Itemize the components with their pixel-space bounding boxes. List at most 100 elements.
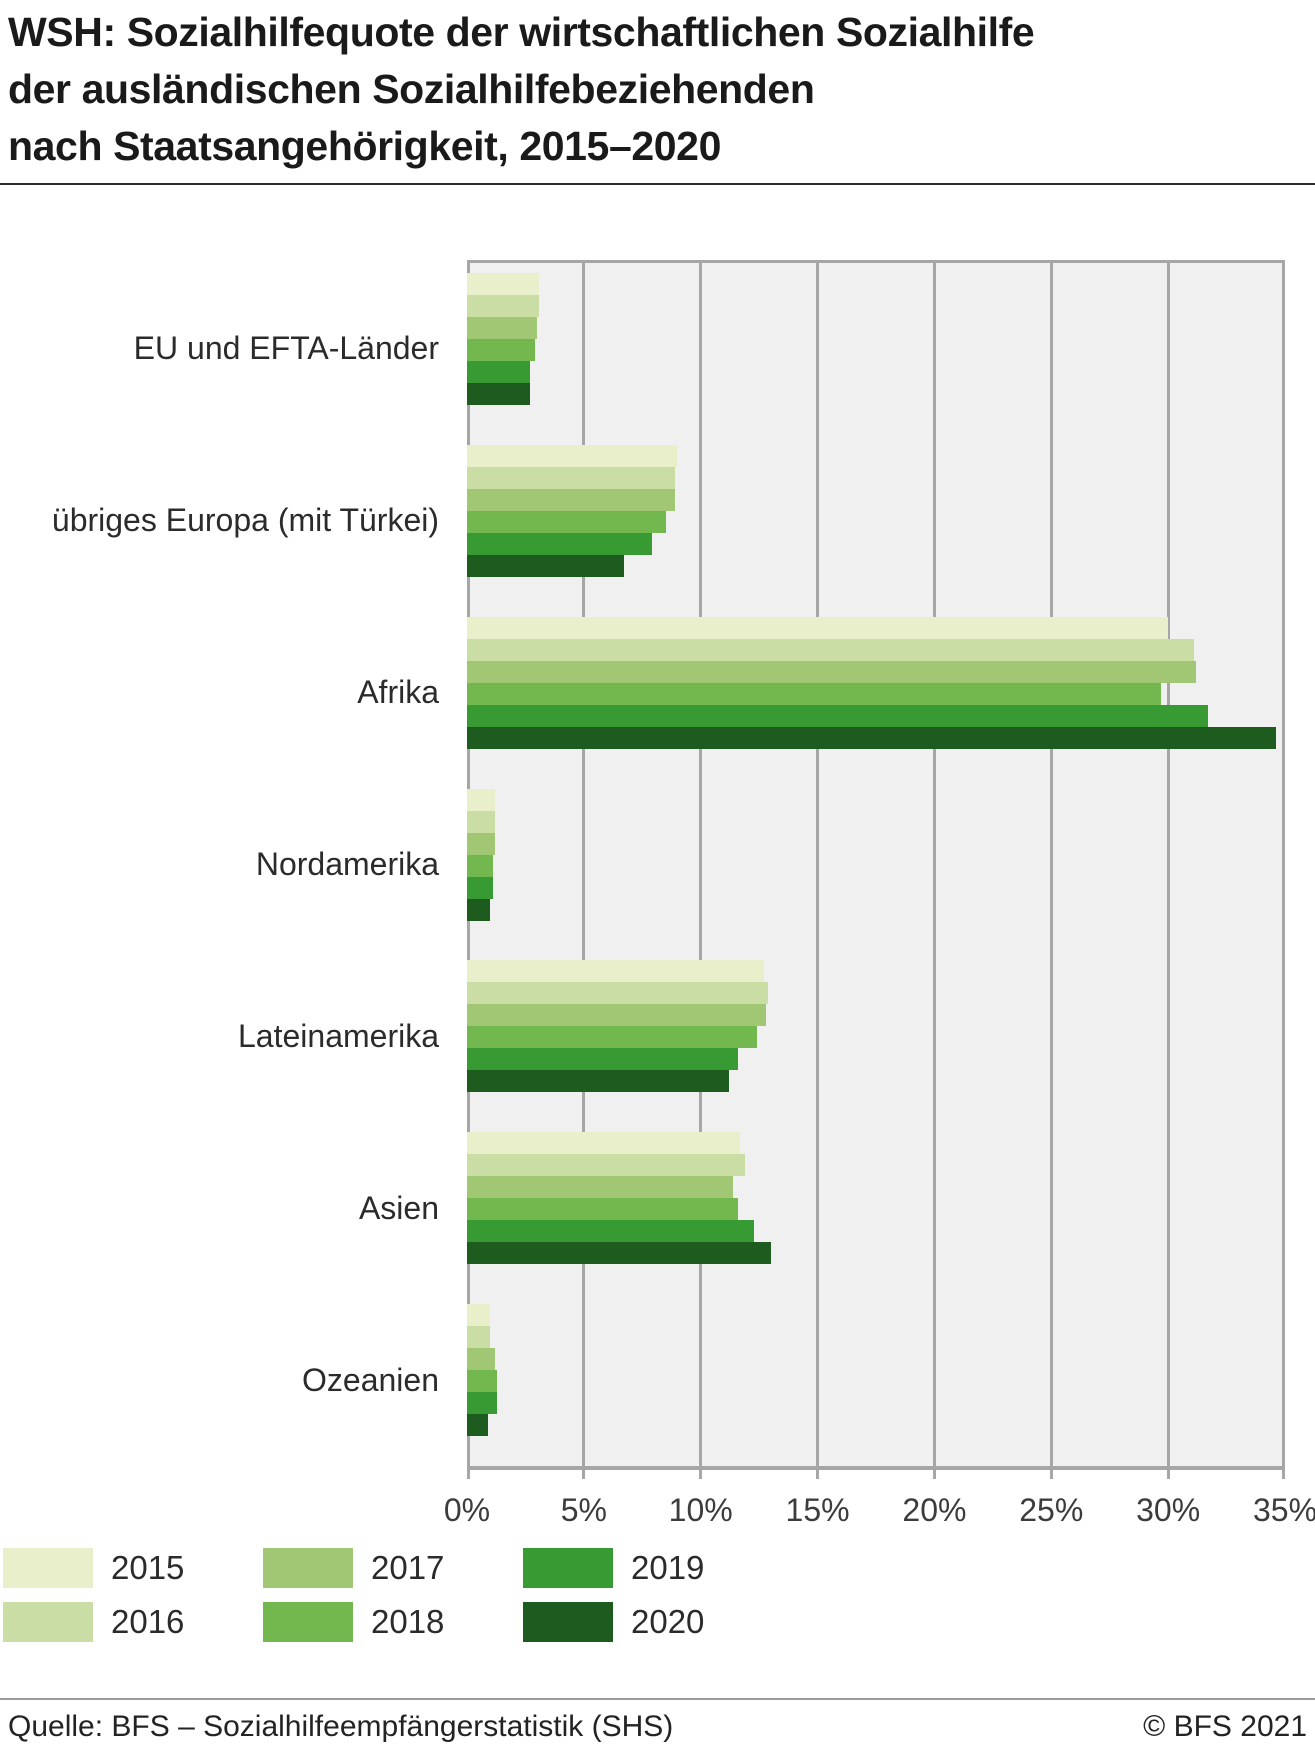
category-label-eu-und-efta-laender: EU und EFTA-Länder (133, 330, 439, 367)
bar-nordamerika-2019 (467, 876, 493, 899)
bar-uebriges-europa-mit-tuerkei-2020 (467, 554, 624, 577)
category-label-ozeanien: Ozeanien (302, 1361, 439, 1398)
legend-item-2020: 2020 (523, 1602, 783, 1642)
legend-label-2020: 2020 (631, 1603, 705, 1640)
category-label-uebriges-europa-mit-tuerkei: übriges Europa (mit Türkei) (51, 502, 439, 539)
bar-asien-2018 (467, 1198, 739, 1221)
x-tick-label-20: 20% (902, 1492, 967, 1528)
source-text: Quelle: BFS – Sozialhilfeempfängerstatis… (8, 1710, 674, 1743)
bar-group-asien (467, 1132, 1285, 1265)
legend-item-2017: 2017 (263, 1548, 523, 1588)
bar-asien-2017 (467, 1176, 734, 1199)
plot-area (467, 260, 1285, 1466)
bar-lateinamerika-2020 (467, 1070, 729, 1093)
bar-ozeanien-2018 (467, 1370, 498, 1393)
bar-nordamerika-2020 (467, 898, 491, 921)
x-tick-mark-35 (1282, 1470, 1285, 1479)
gridline-35 (1282, 263, 1285, 1466)
bar-group-eu-und-efta-laender (467, 273, 1285, 405)
x-tick-label-10: 10% (668, 1492, 733, 1528)
bar-uebriges-europa-mit-tuerkei-2017 (467, 488, 675, 511)
x-tick-mark-25 (1049, 1470, 1053, 1479)
bar-asien-2015 (467, 1132, 741, 1155)
legend: 2015 2016 2017 2018 2019 2020 (3, 1548, 783, 1642)
bar-eu-und-efta-laender-2015 (467, 273, 540, 295)
bar-group-ozeanien (467, 1304, 1285, 1437)
legend-item-2016: 2016 (3, 1602, 263, 1642)
gridline-5 (582, 263, 586, 1466)
title-divider (0, 183, 1315, 185)
gridline-30 (1166, 263, 1170, 1466)
x-axis-tick-labels: 0% 5% 10% 15% 20% 25% 30% 35% (444, 1492, 1315, 1534)
legend-label-2019: 2019 (631, 1549, 705, 1586)
footer: Quelle: BFS – Sozialhilfeempfängerstatis… (8, 1710, 1307, 1744)
gridline-20 (932, 263, 936, 1466)
x-tick-mark-10 (699, 1470, 703, 1479)
bar-nordamerika-2018 (467, 854, 493, 877)
legend-item-2019: 2019 (523, 1548, 783, 1588)
bar-ozeanien-2015 (467, 1304, 491, 1327)
bar-nordamerika-2016 (467, 810, 496, 833)
bar-eu-und-efta-laender-2016 (467, 295, 540, 317)
bar-uebriges-europa-mit-tuerkei-2016 (467, 466, 675, 489)
x-tick-mark-30 (1166, 1470, 1170, 1479)
x-tick-label-0: 0% (443, 1492, 491, 1528)
x-tick-label-25: 25% (1019, 1492, 1084, 1528)
legend-label-2018: 2018 (371, 1603, 445, 1640)
legend-swatch-2016 (3, 1602, 93, 1642)
bar-ozeanien-2020 (467, 1414, 489, 1437)
bar-asien-2016 (467, 1154, 746, 1177)
bar-afrika-2018 (467, 682, 1162, 705)
bar-eu-und-efta-laender-2019 (467, 361, 531, 383)
bar-afrika-2019 (467, 704, 1208, 727)
gridline-15 (816, 263, 820, 1466)
legend-label-2017: 2017 (371, 1549, 445, 1586)
bar-lateinamerika-2019 (467, 1048, 739, 1071)
legend-swatch-2017 (263, 1548, 353, 1588)
gridline-10 (699, 263, 703, 1466)
legend-swatch-2020 (523, 1602, 613, 1642)
gridline-25 (1049, 263, 1053, 1466)
legend-label-2016: 2016 (111, 1603, 185, 1640)
category-label-lateinamerika: Lateinamerika (238, 1017, 439, 1054)
bar-group-nordamerika (467, 788, 1285, 921)
bar-lateinamerika-2018 (467, 1026, 757, 1049)
x-axis-line (467, 1466, 1285, 1470)
legend-swatch-2018 (263, 1602, 353, 1642)
legend-item-2018: 2018 (263, 1602, 523, 1642)
bar-group-afrika (467, 616, 1285, 749)
copyright-text: © BFS 2021 (1143, 1710, 1307, 1743)
bar-eu-und-efta-laender-2018 (467, 339, 535, 361)
x-tick-mark-5 (582, 1470, 586, 1479)
bar-group-uebriges-europa-mit-tuerkei (467, 444, 1285, 577)
category-axis-labels: EU und EFTA-Länder übriges Europa (mit Tü… (0, 263, 452, 1466)
category-label-afrika: Afrika (357, 674, 439, 711)
x-axis-tick-marks (467, 1470, 1285, 1480)
bar-uebriges-europa-mit-tuerkei-2019 (467, 532, 652, 555)
chart-title-line-3: nach Staatsangehörigkeit, 2015–2020 (8, 123, 721, 169)
bar-afrika-2015 (467, 616, 1169, 639)
bar-group-lateinamerika (467, 960, 1285, 1093)
chart-header: WSH: Sozialhilfequote der wirtschaftlich… (8, 4, 1035, 175)
legend-item-2015: 2015 (3, 1548, 263, 1588)
chart-title-line-1: WSH: Sozialhilfequote der wirtschaftlich… (8, 9, 1035, 55)
category-label-nordamerika: Nordamerika (255, 845, 439, 882)
bar-ozeanien-2019 (467, 1392, 498, 1415)
legend-label-2015: 2015 (111, 1549, 185, 1586)
x-tick-label-15: 15% (785, 1492, 850, 1528)
bar-eu-und-efta-laender-2017 (467, 317, 538, 339)
x-tick-label-30: 30% (1136, 1492, 1201, 1528)
footer-divider (0, 1698, 1315, 1700)
bar-afrika-2017 (467, 660, 1197, 683)
legend-swatch-2019 (523, 1548, 613, 1588)
chart-title-line-2: der ausländischen Sozialhilfebeziehenden (8, 66, 815, 112)
legend-swatch-2015 (3, 1548, 93, 1588)
bar-uebriges-europa-mit-tuerkei-2015 (467, 444, 678, 467)
bar-ozeanien-2016 (467, 1326, 491, 1349)
bar-afrika-2020 (467, 726, 1276, 749)
category-label-asien: Asien (358, 1189, 439, 1226)
bar-lateinamerika-2017 (467, 1004, 767, 1027)
x-tick-label-35: 35% (1252, 1492, 1315, 1528)
bar-uebriges-europa-mit-tuerkei-2018 (467, 510, 666, 533)
